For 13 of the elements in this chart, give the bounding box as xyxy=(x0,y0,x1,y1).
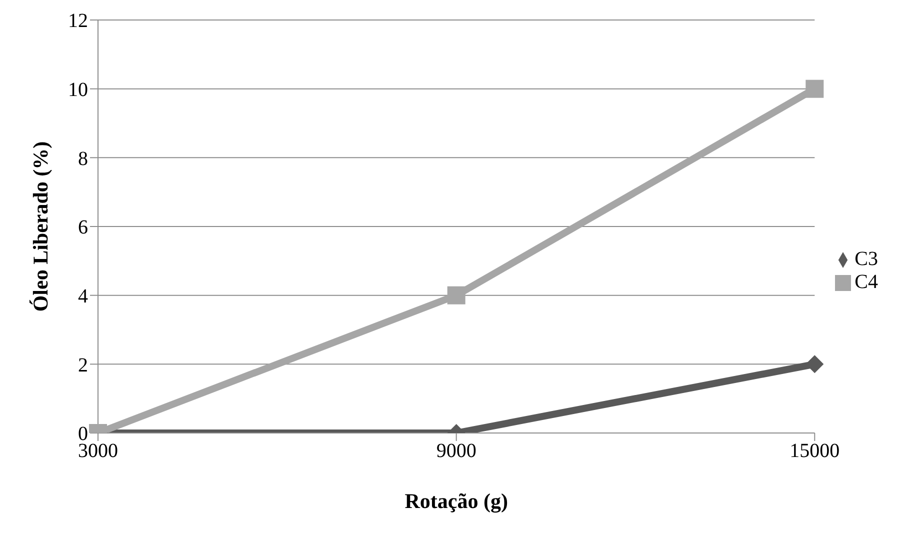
y-tick-label: 10 xyxy=(68,78,88,101)
x-tick-label: 9000 xyxy=(436,440,476,462)
y-axis-title: Óleo Liberado (%) xyxy=(28,141,52,312)
legend-label: C3 xyxy=(854,248,878,270)
y-tick-label: 2 xyxy=(78,354,88,376)
y-tick-label: 12 xyxy=(68,10,88,32)
y-tick-label: 8 xyxy=(78,148,88,170)
y-tick-label: 4 xyxy=(78,285,88,308)
x-tick-label: 15000 xyxy=(790,440,840,462)
x-tick-label: 3000 xyxy=(78,440,118,462)
x-axis-title: Rotação (g) xyxy=(404,489,508,513)
legend-label: C4 xyxy=(854,270,878,292)
y-tick-label: 6 xyxy=(78,216,88,239)
